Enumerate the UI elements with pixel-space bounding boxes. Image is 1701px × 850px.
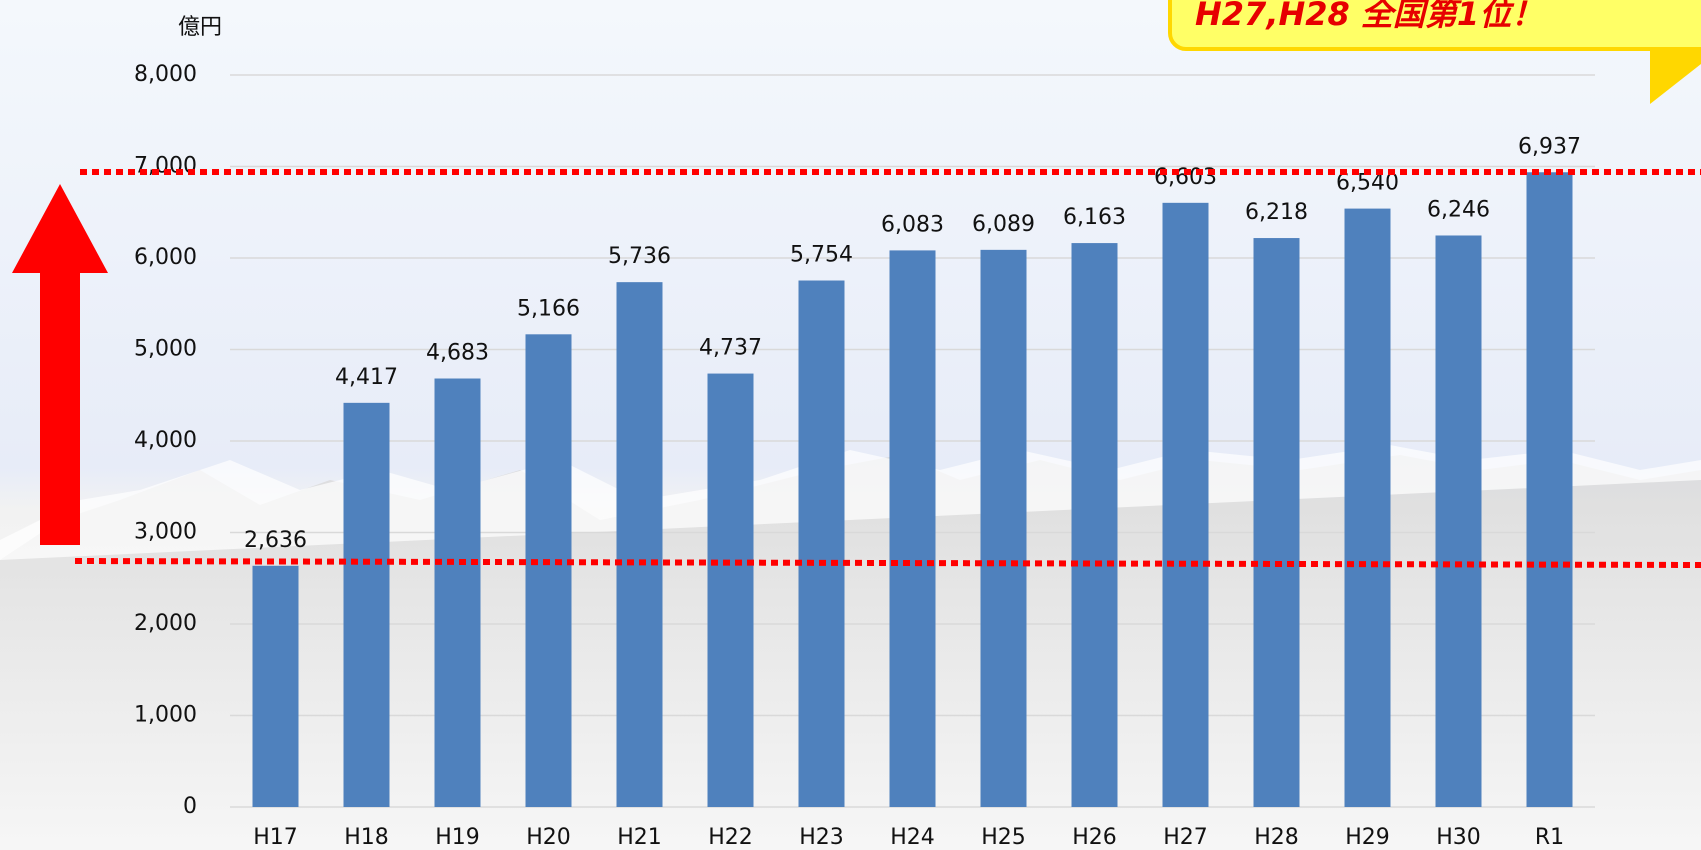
x-tick-label: H17	[253, 825, 298, 850]
bar	[1163, 203, 1209, 807]
x-tick-label: R1	[1535, 825, 1564, 850]
bar	[617, 282, 663, 807]
x-tick-label: H22	[708, 825, 753, 850]
y-tick-label: 3,000	[134, 520, 197, 545]
y-tick-label: 5,000	[134, 337, 197, 362]
value-label: 2,636	[244, 528, 307, 553]
value-label: 4,737	[699, 336, 762, 361]
chart: 01,0002,0003,0004,0005,0006,0007,0008,00…	[0, 0, 1701, 850]
value-label: 6,089	[972, 212, 1035, 237]
callout-text: H27,H28 全国第1位！	[1195, 0, 1543, 33]
bar	[799, 281, 845, 807]
x-tick-label: H23	[799, 825, 844, 850]
bar	[1345, 209, 1391, 807]
bar	[708, 374, 754, 807]
bar	[981, 250, 1027, 807]
value-label: 6,246	[1427, 197, 1490, 222]
bar	[1254, 238, 1300, 807]
bar	[1527, 172, 1573, 807]
bar	[1436, 235, 1482, 807]
value-label: 6,163	[1063, 205, 1126, 230]
x-tick-label: H19	[435, 825, 480, 850]
x-tick-label: H30	[1436, 825, 1481, 850]
x-tick-label: H29	[1345, 825, 1390, 850]
value-label: 5,736	[608, 244, 671, 269]
value-label: 6,603	[1154, 165, 1217, 190]
x-tick-label: H28	[1254, 825, 1299, 850]
value-label: 4,683	[426, 341, 489, 366]
x-tick-label: H27	[1163, 825, 1208, 850]
x-tick-label: H20	[526, 825, 571, 850]
y-tick-label: 2,000	[134, 611, 197, 636]
value-label: 5,754	[790, 243, 853, 268]
value-label: 6,218	[1245, 200, 1308, 225]
x-tick-label: H26	[1072, 825, 1117, 850]
value-label: 4,417	[335, 365, 398, 390]
bar	[890, 250, 936, 807]
y-tick-label: 6,000	[134, 245, 197, 270]
x-tick-label: H21	[617, 825, 662, 850]
value-label: 6,937	[1518, 134, 1581, 159]
y-tick-label: 1,000	[134, 703, 197, 728]
bar	[526, 334, 572, 807]
x-tick-label: H24	[890, 825, 935, 850]
x-tick-label: H18	[344, 825, 389, 850]
bar	[1072, 243, 1118, 807]
value-label: 5,166	[517, 296, 580, 321]
y-axis-label: 億円	[178, 15, 222, 40]
value-label: 6,083	[881, 212, 944, 237]
bar	[253, 566, 299, 807]
bar	[344, 403, 390, 807]
y-tick-label: 0	[183, 794, 197, 819]
bar	[435, 379, 481, 807]
x-tick-label: H25	[981, 825, 1026, 850]
page: 01,0002,0003,0004,0005,0006,0007,0008,00…	[0, 0, 1701, 850]
y-tick-label: 4,000	[134, 428, 197, 453]
y-tick-label: 8,000	[134, 62, 197, 87]
